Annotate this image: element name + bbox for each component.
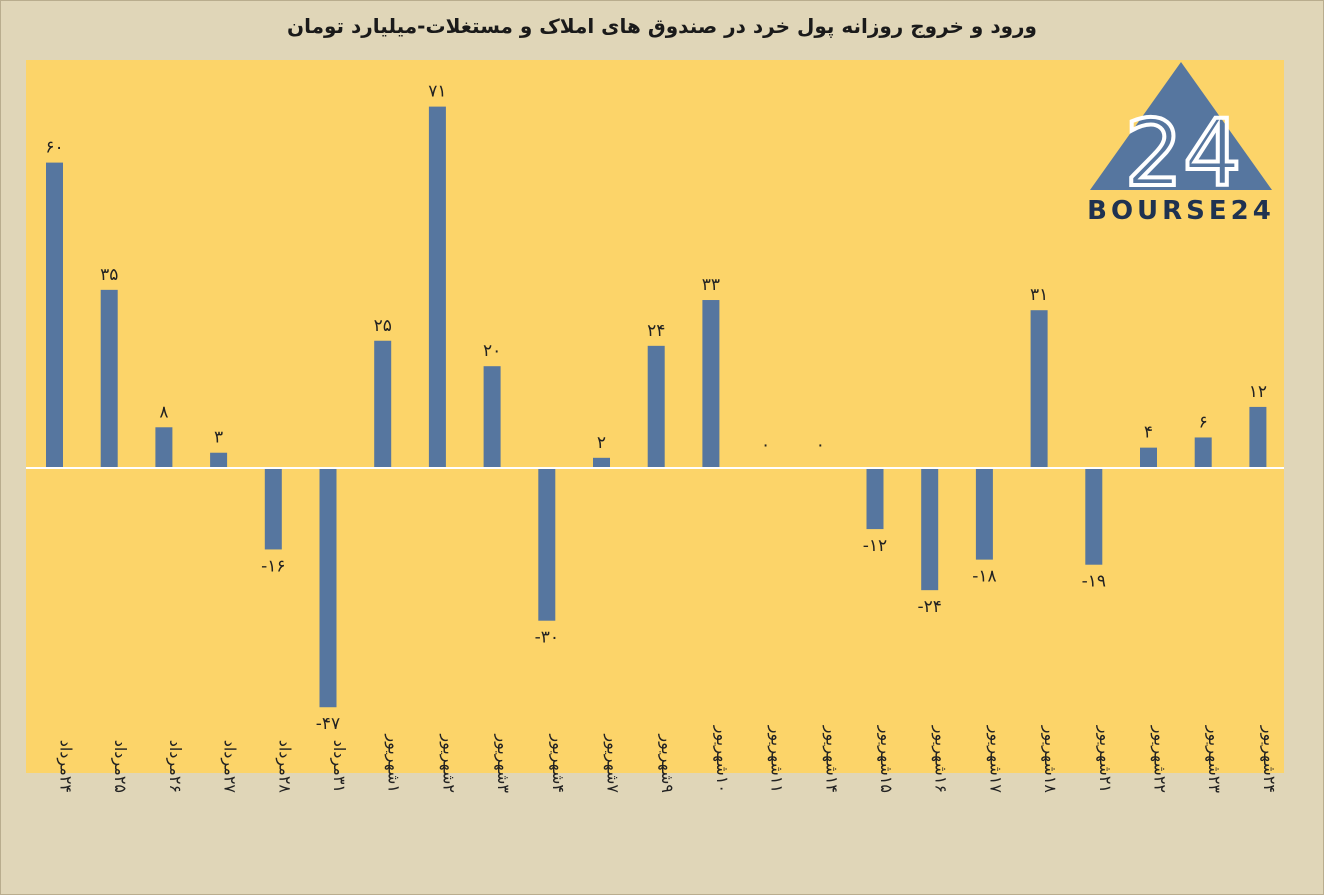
bars-group: [46, 106, 1267, 708]
bar: [210, 452, 228, 468]
category-label: ۱۵شهریور: [876, 725, 896, 793]
chart-title: ورود و خروج روزانه پول خرد در صندوق های …: [287, 14, 1037, 38]
bar: [100, 289, 118, 468]
value-label: -۳۰: [535, 628, 559, 648]
category-label: ۷شهریور: [603, 733, 623, 793]
value-label: -۱۹: [1082, 572, 1106, 592]
value-label: ۲: [597, 433, 606, 453]
bar: [702, 300, 720, 468]
category-label: ۲۵مرداد: [110, 740, 130, 793]
category-label: ۲۶مرداد: [165, 740, 185, 793]
bar: [593, 457, 610, 468]
value-labels-group: ۶۰ ۳۵ ۸ ۳ -۱۶ -۴۷ ۲۵ ۷۱ ۲۰ -۳۰ ۲ ۲۴ ۳۳ ۰ ۰ -۱۲ -۲۴ -۱۸ ۳۱ -…: [45, 82, 1267, 735]
value-label: ۳۱: [1030, 285, 1048, 305]
bar: [374, 340, 392, 468]
bar: [975, 468, 993, 560]
logo-wordmark: BOURSE24: [1087, 196, 1275, 226]
category-label: ۲۷مرداد: [220, 740, 240, 794]
category-label: ۲شهریور: [438, 733, 458, 793]
category-label: ۳۱مرداد: [329, 740, 349, 793]
category-label: ۱۸شهریور: [1040, 725, 1060, 794]
category-label: ۱شهریور: [384, 733, 404, 793]
bar: [428, 106, 446, 469]
category-label: ۱۰شهریور: [712, 725, 732, 793]
category-label: ۲۲شهریور: [1150, 725, 1170, 793]
value-label: ۶: [1199, 412, 1208, 432]
value-label: -۴۷: [316, 714, 340, 734]
bar: [264, 468, 282, 550]
category-label: ۲۴مرداد: [56, 740, 76, 793]
value-label: -۱۲: [863, 536, 887, 556]
category-label: ۹شهریور: [657, 733, 677, 793]
value-label: ۳۵: [100, 265, 118, 285]
value-label: ۳۳: [702, 275, 720, 295]
value-label: -۲۴: [917, 597, 941, 617]
bar: [1085, 468, 1103, 565]
category-label: ۳شهریور: [493, 733, 513, 793]
bar: [921, 468, 939, 591]
category-label: ۱۱شهریور: [767, 725, 787, 793]
category-label: ۱۷شهریور: [985, 725, 1005, 794]
bar: [866, 468, 884, 530]
bar: [483, 366, 501, 468]
value-label: ۶۰: [45, 138, 63, 158]
category-label: ۲۱شهریور: [1095, 725, 1115, 793]
value-label: ۰: [761, 435, 770, 455]
bourse24-logo: 24: [1090, 62, 1272, 209]
value-label: -۱۸: [972, 567, 996, 587]
category-label: ۲۸مرداد: [274, 740, 294, 794]
value-label: ۰: [816, 435, 825, 455]
category-label: ۲۴شهریور: [1259, 725, 1279, 793]
bar: [1030, 310, 1048, 468]
value-label: ۷۱: [428, 82, 446, 102]
bar: [1249, 406, 1267, 468]
bar: [538, 468, 556, 621]
value-label: ۲۰: [483, 341, 501, 361]
value-label: ۲۴: [647, 321, 665, 341]
bar: [319, 468, 337, 708]
category-label: ۴شهریور: [548, 733, 568, 793]
value-label: ۳: [214, 428, 223, 448]
category-label: ۲۳شهریور: [1204, 725, 1224, 794]
bar: [647, 345, 665, 468]
value-label: ۸: [159, 402, 168, 422]
value-label: ۲۵: [374, 316, 392, 336]
category-label: ۱۴شهریور: [821, 725, 841, 793]
bar: [1140, 447, 1157, 468]
value-label: -۱۶: [261, 556, 285, 576]
bar: [155, 427, 173, 468]
bar: [1194, 437, 1212, 468]
logo-triangle: [1090, 62, 1272, 190]
logo-mark: 24: [1124, 100, 1241, 207]
bar: [46, 162, 63, 468]
value-label: ۴: [1144, 423, 1153, 443]
category-labels-group: ۲۴مرداد ۲۵مرداد ۲۶مرداد ۲۷مرداد ۲۸مرداد ۳۱مرد…: [56, 725, 1279, 794]
value-label: ۱۲: [1249, 382, 1267, 402]
category-label: ۱۶شهریور: [931, 725, 951, 793]
